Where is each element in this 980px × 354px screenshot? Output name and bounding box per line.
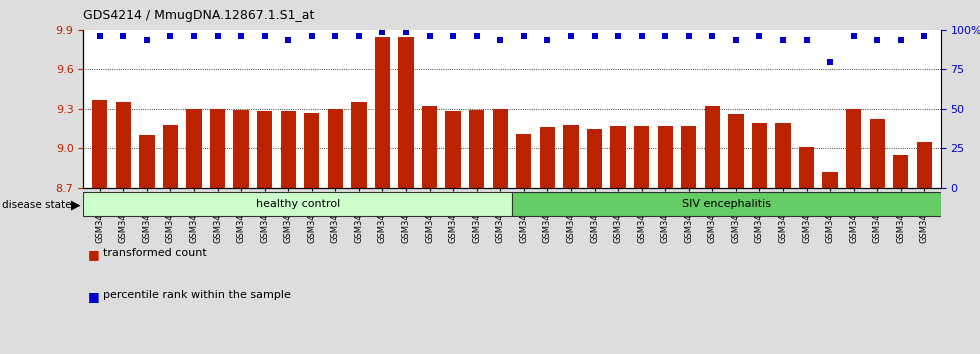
Point	[705, 34, 720, 39]
Bar	[916, 142, 932, 188]
Bar	[163, 125, 178, 188]
Point	[210, 34, 225, 39]
Bar	[210, 109, 225, 188]
Point	[351, 34, 367, 39]
Point	[752, 34, 767, 39]
Bar	[775, 123, 791, 188]
Point	[139, 37, 155, 42]
Bar	[587, 129, 602, 188]
Bar	[422, 106, 437, 188]
Point	[540, 37, 556, 42]
Point	[468, 34, 484, 39]
Bar	[233, 110, 249, 188]
Bar	[634, 126, 650, 188]
Bar	[658, 126, 673, 188]
Text: percentile rank within the sample: percentile rank within the sample	[103, 290, 291, 300]
Point	[304, 34, 319, 39]
Point	[799, 37, 814, 42]
Point	[869, 37, 885, 42]
Text: SIV encephalitis: SIV encephalitis	[682, 199, 771, 209]
Text: GDS4214 / MmugDNA.12867.1.S1_at: GDS4214 / MmugDNA.12867.1.S1_at	[83, 9, 315, 22]
Bar	[327, 109, 343, 188]
Bar	[186, 109, 202, 188]
Bar	[116, 102, 131, 188]
Point	[564, 34, 579, 39]
Point	[92, 34, 108, 39]
Point	[116, 34, 131, 39]
Bar	[304, 113, 319, 188]
Point	[163, 34, 178, 39]
Point	[233, 34, 249, 39]
Point	[775, 37, 791, 42]
Bar	[399, 37, 414, 188]
Point	[280, 37, 296, 42]
Point	[728, 37, 744, 42]
Point	[846, 34, 861, 39]
FancyBboxPatch shape	[512, 193, 941, 216]
Point	[658, 34, 673, 39]
Bar	[822, 172, 838, 188]
Point	[611, 34, 626, 39]
Bar	[139, 135, 155, 188]
Text: healthy control: healthy control	[256, 199, 340, 209]
FancyBboxPatch shape	[83, 193, 512, 216]
Bar	[869, 119, 885, 188]
Bar	[469, 110, 484, 188]
Bar	[611, 126, 625, 188]
Bar	[493, 109, 508, 188]
Text: ▶: ▶	[71, 198, 80, 211]
Text: disease state: disease state	[2, 200, 72, 210]
Point	[516, 34, 532, 39]
Bar	[893, 155, 908, 188]
Point	[327, 34, 343, 39]
Bar	[564, 125, 578, 188]
Point	[634, 34, 650, 39]
Point	[587, 34, 603, 39]
Bar	[799, 147, 814, 188]
Point	[445, 34, 461, 39]
Point	[374, 29, 390, 34]
Point	[681, 34, 697, 39]
Text: transformed count: transformed count	[103, 248, 207, 258]
Bar	[280, 112, 296, 188]
Bar	[540, 127, 555, 188]
Point	[492, 37, 508, 42]
Bar	[705, 106, 720, 188]
Point	[893, 37, 908, 42]
Point	[186, 34, 202, 39]
Bar	[446, 112, 461, 188]
Bar	[374, 37, 390, 188]
Bar	[92, 100, 108, 188]
Bar	[257, 112, 272, 188]
Point	[398, 29, 414, 34]
Bar	[752, 123, 767, 188]
Point	[257, 34, 272, 39]
Bar	[681, 126, 697, 188]
Text: ■: ■	[88, 290, 100, 303]
Point	[916, 34, 932, 39]
Bar	[846, 109, 861, 188]
Bar	[728, 114, 744, 188]
Bar	[516, 134, 531, 188]
Point	[822, 59, 838, 64]
Bar	[351, 102, 367, 188]
Point	[421, 34, 437, 39]
Text: ■: ■	[88, 248, 100, 261]
